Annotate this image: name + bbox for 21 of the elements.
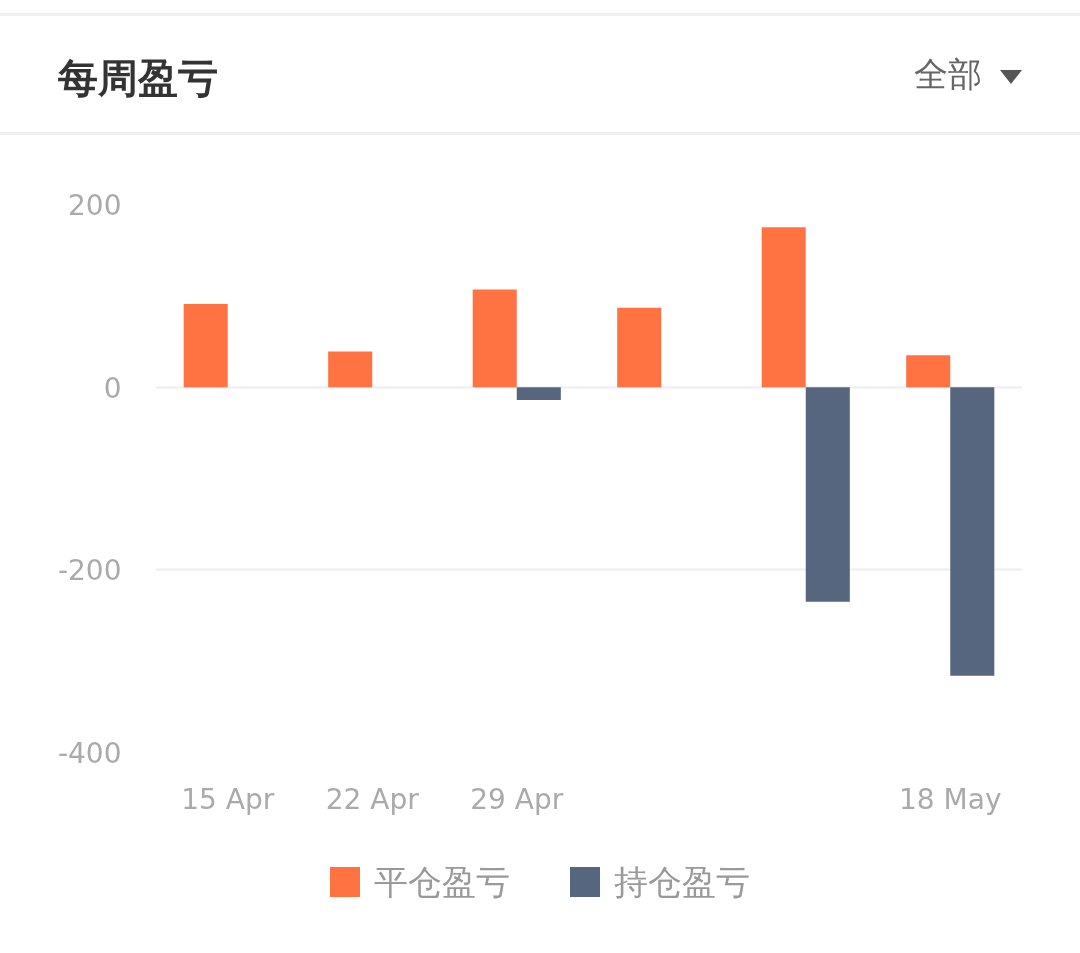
y-tick-label: -400	[57, 737, 122, 770]
bar	[906, 355, 951, 388]
bar	[761, 227, 806, 388]
bar	[950, 387, 995, 676]
bar	[805, 387, 850, 602]
legend-label: 平仓盈亏	[374, 860, 510, 904]
bar	[183, 304, 228, 388]
x-tick-label: 18 May	[899, 782, 1002, 816]
chart-title: 每周盈亏	[58, 54, 218, 103]
x-tick-label: 22 Apr	[325, 782, 420, 816]
y-tick-label: 200	[68, 189, 122, 222]
text: 全部	[914, 53, 983, 96]
bar	[617, 307, 662, 388]
y-tick-label: -200	[57, 554, 122, 588]
bar	[472, 289, 517, 388]
x-tick-label: 15 Apr	[181, 782, 275, 816]
bar	[516, 387, 561, 400]
y-tick-label: 0	[103, 371, 122, 405]
bar	[328, 351, 373, 388]
x-tick-label: 29 Apr	[470, 782, 564, 816]
legend-label: 持仓盈亏	[614, 860, 750, 904]
